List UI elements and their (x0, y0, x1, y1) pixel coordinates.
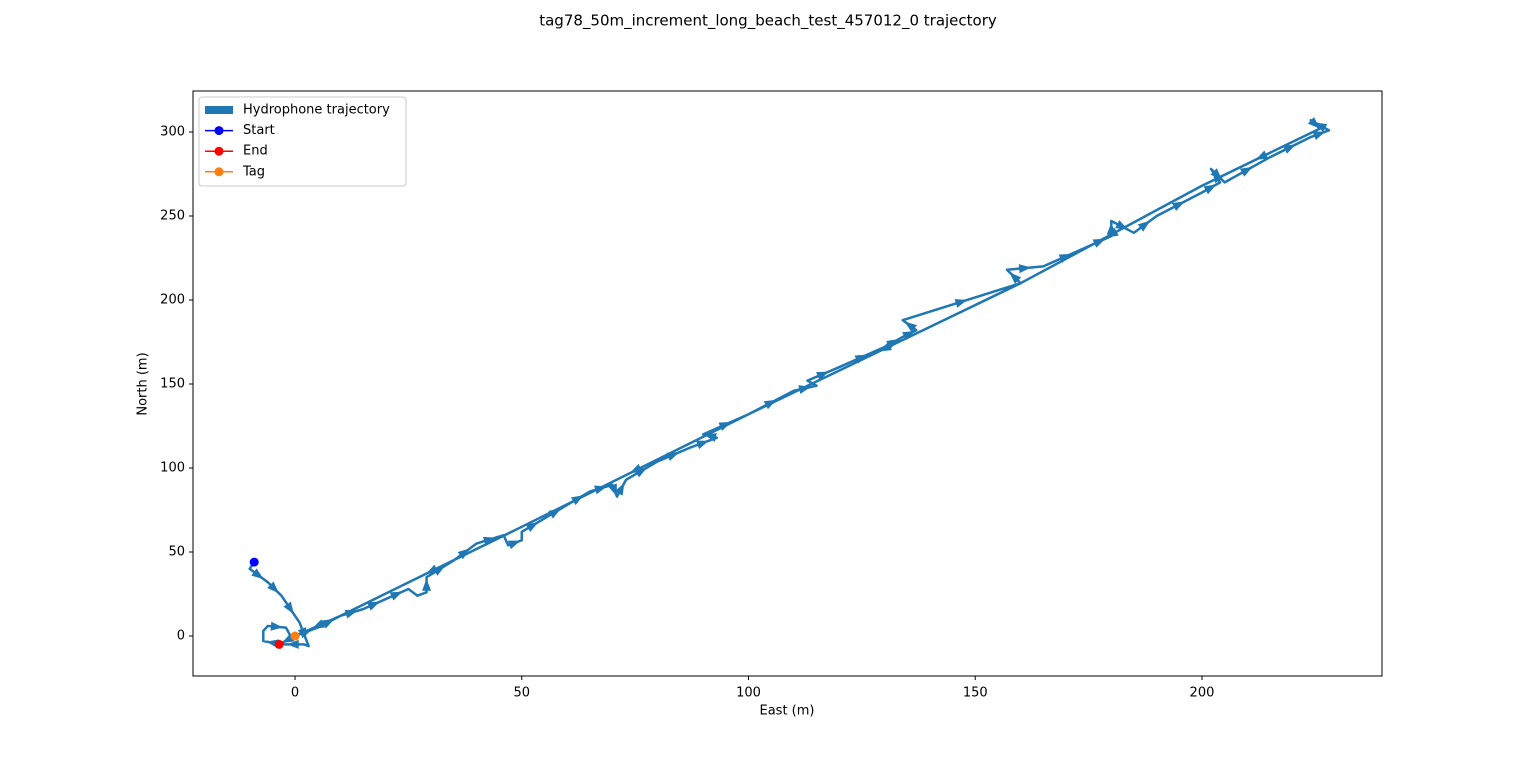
direction-arrow (457, 548, 470, 560)
trajectory (248, 118, 1331, 648)
y-tick-label: 250 (160, 208, 185, 223)
direction-arrow (1171, 201, 1185, 211)
direction-arrow (816, 371, 829, 381)
x-tick-label: 150 (963, 686, 988, 701)
direction-arrow (321, 618, 335, 629)
direction-arrow (879, 342, 892, 352)
direction-arrow (629, 463, 643, 474)
direction-arrow (594, 485, 607, 495)
marker-1 (249, 557, 259, 567)
direction-arrow (718, 421, 732, 431)
y-tick-label: 300 (160, 124, 185, 139)
direction-arrow (1009, 272, 1022, 284)
direction-arrow (695, 440, 709, 450)
direction-arrow (267, 581, 279, 594)
chart-title: tag78_50m_increment_long_beach_test_4570… (539, 12, 997, 31)
direction-arrow (251, 568, 264, 580)
direction-arrow (904, 321, 917, 333)
y-tick-label: 50 (168, 545, 185, 560)
x-tick-label: 200 (1190, 686, 1215, 701)
x-axis-label: East (m) (760, 704, 815, 719)
legend-label: Tag (242, 164, 265, 179)
axes-frame (192, 90, 1383, 677)
direction-arrow (854, 354, 868, 364)
direction-arrow (1018, 264, 1032, 274)
legend-marker (214, 167, 224, 177)
direction-arrow (570, 495, 584, 506)
direction-arrow (666, 452, 680, 462)
direction-arrow (1105, 227, 1119, 238)
direction-arrow (1255, 150, 1269, 160)
direction-arrow (1137, 220, 1151, 232)
y-tick-label: 0 (177, 629, 185, 644)
legend-patch (205, 106, 233, 114)
direction-arrow (1239, 166, 1253, 177)
x-tick-label: 0 (291, 686, 299, 701)
direction-arrow (312, 619, 326, 629)
direction-arrow (344, 609, 358, 619)
direction-arrow (299, 629, 312, 639)
direction-arrow (286, 639, 299, 649)
legend-label: Hydrophone trajectory (243, 103, 390, 118)
direction-arrow (1312, 131, 1326, 140)
direction-arrow (425, 564, 439, 574)
legend-marker (214, 126, 224, 136)
y-axis-label: North (m) (136, 352, 151, 415)
direction-arrow (954, 299, 968, 308)
legend-marker (214, 146, 224, 156)
direction-arrow (1210, 168, 1223, 180)
direction-arrow (1307, 117, 1320, 129)
legend-label: End (243, 144, 268, 159)
direction-arrow (1115, 220, 1128, 230)
direction-arrow (507, 540, 521, 550)
direction-arrow (1092, 238, 1106, 248)
x-tick-label: 50 (513, 686, 530, 701)
direction-arrow (1283, 144, 1296, 154)
direction-arrow (422, 578, 432, 591)
direction-arrow (798, 385, 812, 394)
direction-arrow (1203, 184, 1217, 195)
direction-arrow (389, 591, 403, 601)
direction-arrow (482, 536, 496, 546)
direction-arrow (608, 483, 617, 497)
marker-2 (274, 639, 284, 649)
y-tick-label: 100 (160, 461, 185, 476)
direction-arrow (367, 601, 380, 611)
direction-arrow (270, 621, 283, 631)
legend-label: Start (243, 123, 275, 138)
direction-arrow (704, 433, 717, 442)
y-tick-label: 150 (160, 377, 185, 392)
marker-3 (290, 631, 300, 641)
y-tick-label: 200 (160, 293, 185, 308)
direction-arrow (548, 508, 561, 519)
direction-arrow (763, 399, 777, 410)
direction-arrow (283, 601, 294, 615)
direction-arrow (1058, 253, 1072, 263)
direction-arrow (614, 482, 625, 496)
direction-arrow (902, 330, 915, 341)
x-tick-label: 100 (736, 686, 761, 701)
legend-box (198, 96, 407, 187)
direction-arrow (525, 522, 539, 533)
